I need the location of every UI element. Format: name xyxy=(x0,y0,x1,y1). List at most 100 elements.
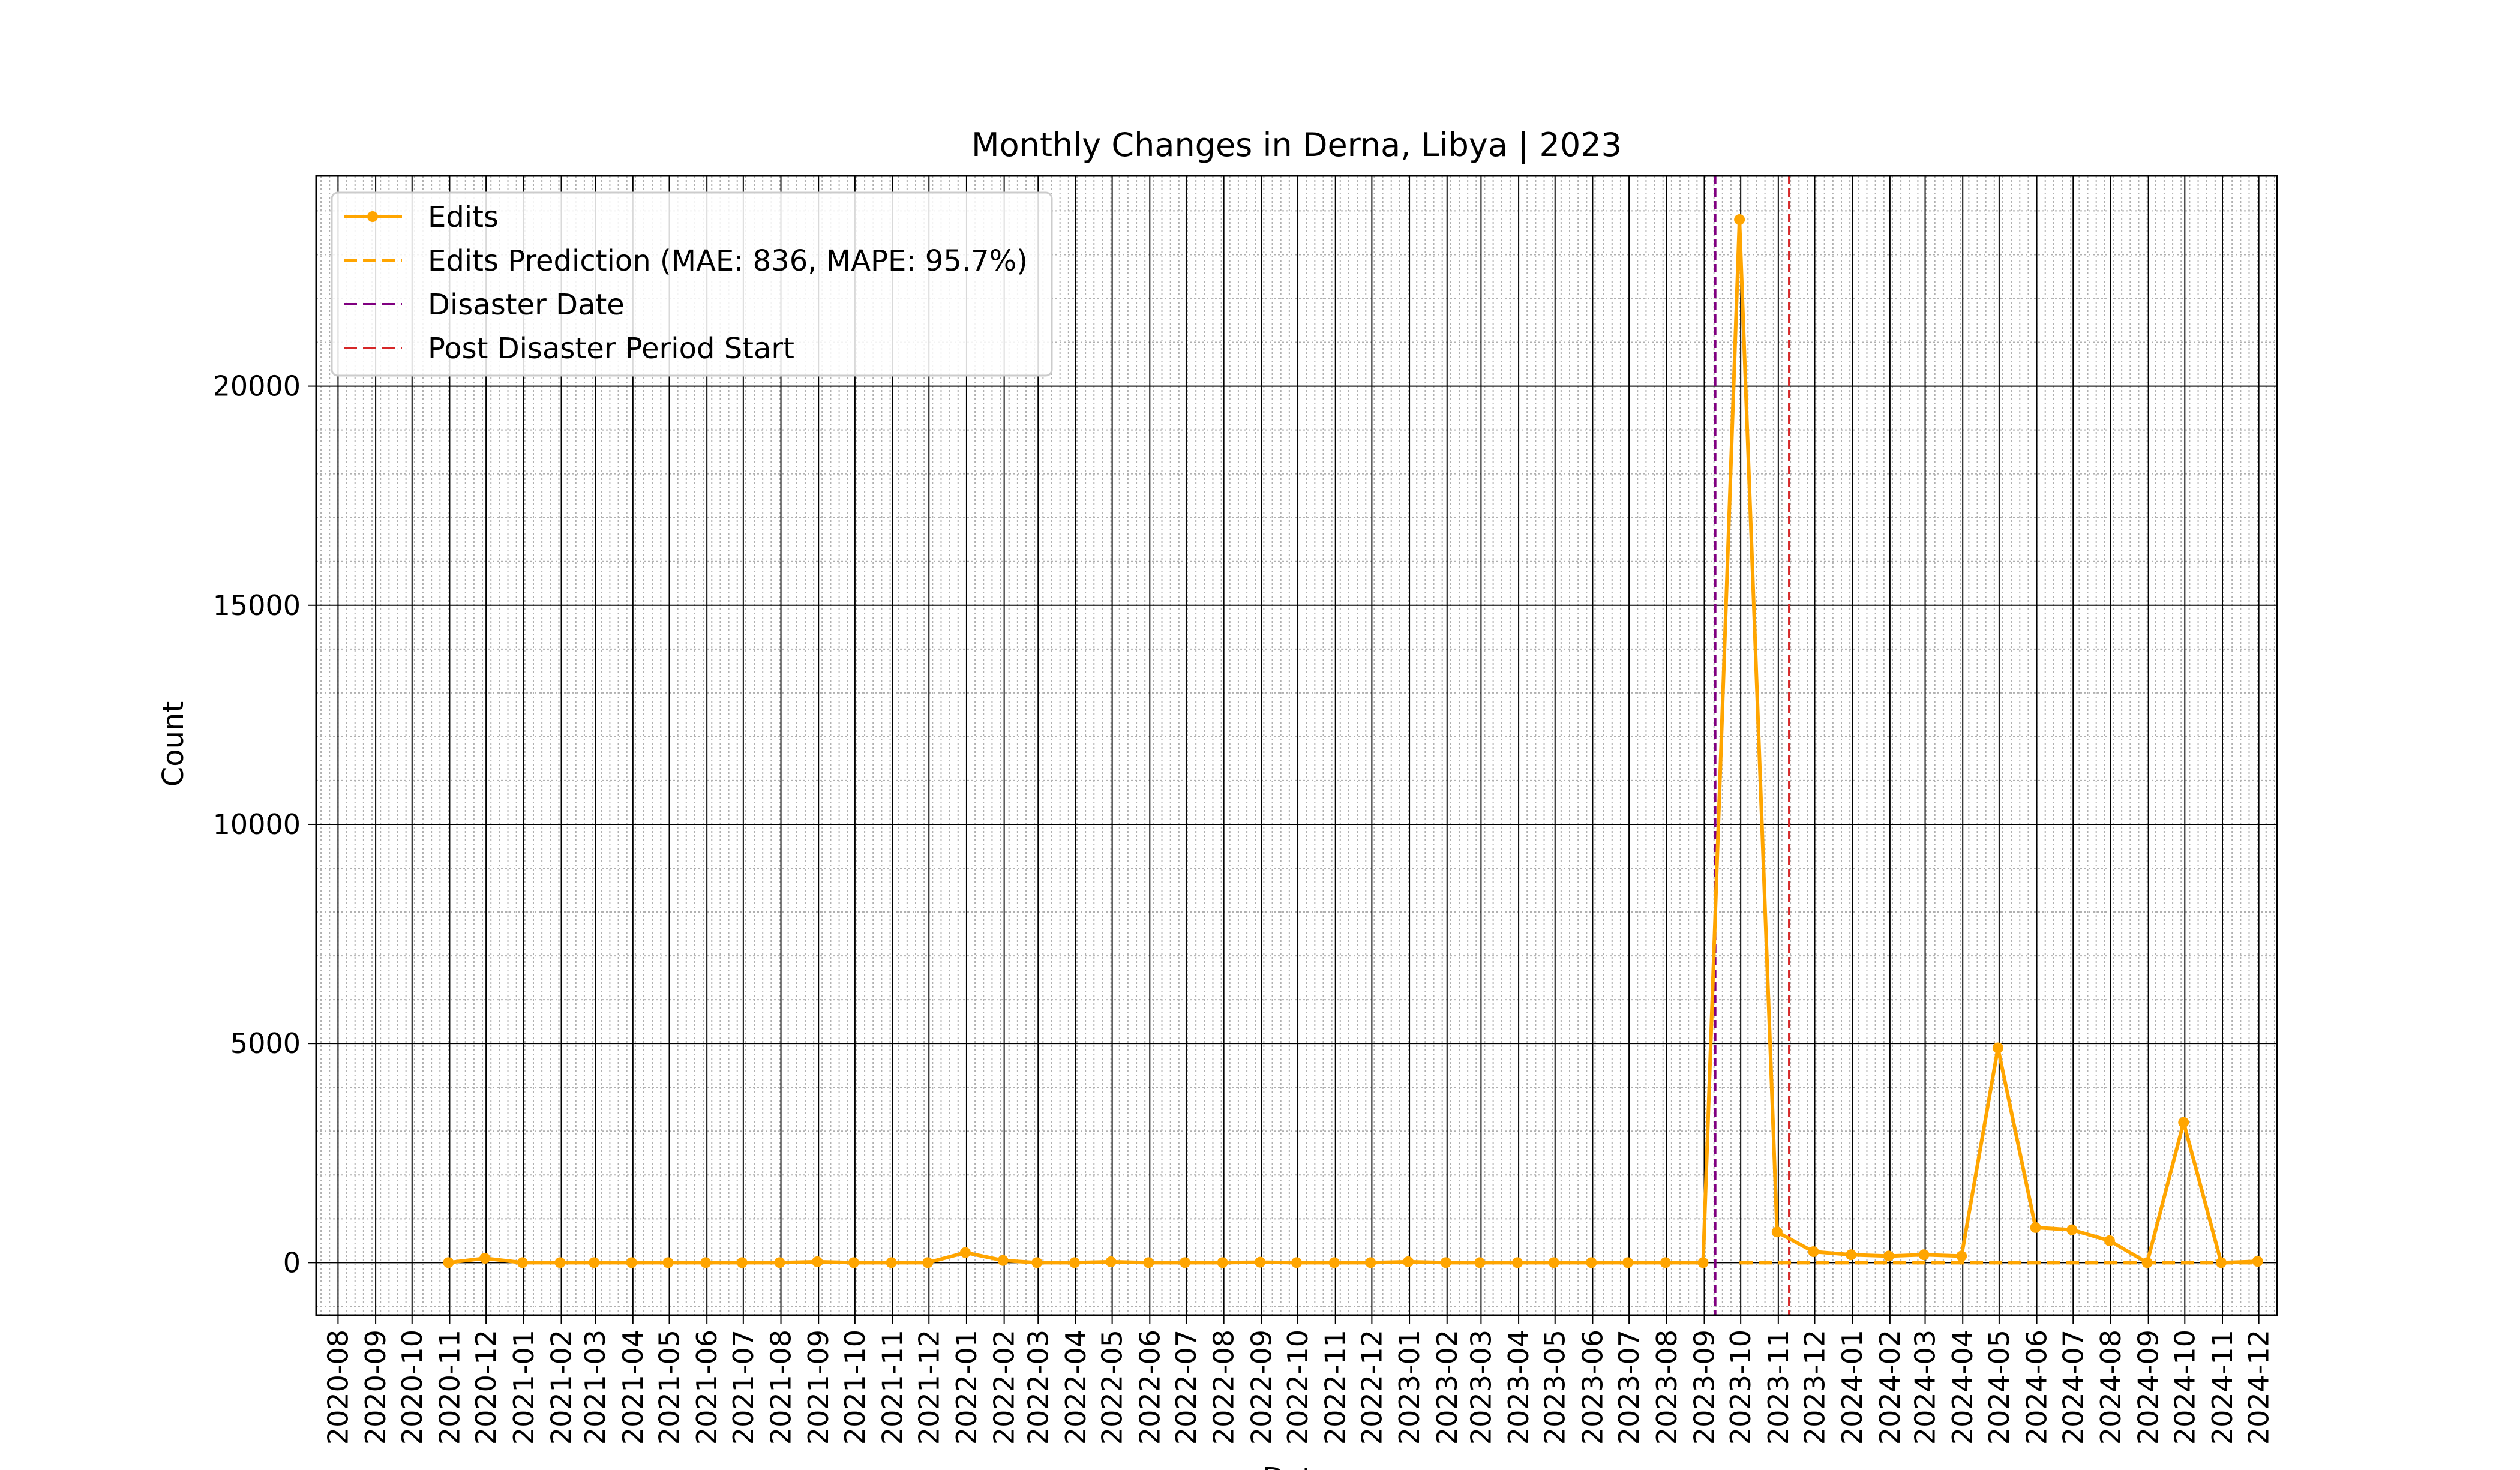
legend-label-0: Edits xyxy=(428,200,499,234)
x-tick-label: 2023-06 xyxy=(1576,1330,1609,1445)
data-point xyxy=(2030,1222,2041,1233)
data-point xyxy=(2178,1117,2189,1128)
data-point xyxy=(922,1257,934,1268)
x-tick-label: 2022-11 xyxy=(1319,1330,1352,1445)
legend-marker-0 xyxy=(367,211,378,222)
data-point xyxy=(1217,1257,1228,1268)
x-axis-label: Date xyxy=(1262,1462,1331,1470)
x-tick-label: 2024-07 xyxy=(2057,1330,2089,1445)
data-point xyxy=(2104,1235,2115,1246)
x-tick-label: 2024-11 xyxy=(2206,1330,2239,1445)
x-tick-label: 2022-10 xyxy=(1282,1330,1314,1445)
x-tick-label: 2021-03 xyxy=(579,1330,611,1445)
x-tick-label: 2023-10 xyxy=(1724,1330,1757,1445)
x-tick-label: 2023-01 xyxy=(1393,1330,1426,1445)
data-point xyxy=(479,1253,491,1264)
x-tick-label: 2022-01 xyxy=(950,1330,983,1445)
y-tick-label: 0 xyxy=(283,1246,301,1279)
x-tick-label: 2022-07 xyxy=(1170,1330,1202,1445)
x-tick-label: 2023-02 xyxy=(1431,1330,1463,1445)
x-tick-label: 2023-08 xyxy=(1651,1330,1683,1445)
data-point xyxy=(1069,1257,1080,1268)
legend-label-2: Disaster Date xyxy=(428,288,625,322)
x-tick-label: 2020-11 xyxy=(433,1330,466,1445)
x-tick-label: 2023-07 xyxy=(1613,1330,1645,1445)
data-point xyxy=(774,1257,785,1268)
legend-label-1: Edits Prediction (MAE: 836, MAPE: 95.7%) xyxy=(428,244,1028,278)
x-tick-label: 2021-07 xyxy=(727,1330,760,1445)
data-point xyxy=(1440,1257,1451,1268)
data-point xyxy=(1143,1257,1154,1268)
data-point xyxy=(812,1256,823,1267)
x-tick-label: 2024-10 xyxy=(2168,1330,2201,1445)
data-point xyxy=(1622,1257,1634,1268)
x-tick-label: 2023-12 xyxy=(1799,1330,1831,1445)
data-point xyxy=(1548,1257,1559,1268)
x-tick-label: 2021-11 xyxy=(877,1330,909,1445)
x-tick-label: 2021-05 xyxy=(653,1330,685,1445)
x-tick-label: 2022-06 xyxy=(1133,1330,1166,1445)
x-tick-label: 2020-10 xyxy=(396,1330,428,1445)
x-tick-label: 2021-06 xyxy=(691,1330,723,1445)
x-tick-label: 2022-04 xyxy=(1060,1330,1092,1445)
data-point xyxy=(1291,1257,1302,1268)
x-tick-label: 2024-09 xyxy=(2132,1330,2165,1445)
y-tick-label: 20000 xyxy=(213,370,301,403)
y-axis-label: Count xyxy=(157,701,190,787)
x-tick-label: 2021-12 xyxy=(913,1330,945,1445)
x-tick-label: 2023-04 xyxy=(1502,1330,1535,1445)
x-tick-label: 2020-09 xyxy=(359,1330,392,1445)
x-tick-label: 2024-08 xyxy=(2095,1330,2127,1445)
data-point xyxy=(1918,1249,1930,1261)
x-tick-label: 2020-08 xyxy=(322,1330,354,1445)
x-tick-label: 2022-08 xyxy=(1208,1330,1240,1445)
x-tick-label: 2021-02 xyxy=(545,1330,578,1445)
data-point xyxy=(1365,1257,1376,1268)
data-point xyxy=(2066,1224,2078,1235)
data-point xyxy=(997,1255,1009,1266)
data-point xyxy=(1771,1226,1783,1238)
data-point xyxy=(1586,1257,1597,1268)
data-point xyxy=(736,1257,748,1268)
data-point xyxy=(589,1257,600,1268)
y-tick-label: 15000 xyxy=(213,589,301,622)
x-tick-label: 2023-09 xyxy=(1688,1330,1720,1445)
data-point xyxy=(443,1257,454,1268)
x-tick-label: 2021-04 xyxy=(617,1330,649,1445)
data-point xyxy=(848,1257,859,1268)
data-point xyxy=(959,1247,971,1258)
x-tick-label: 2024-03 xyxy=(1909,1330,1942,1445)
data-point xyxy=(886,1257,897,1268)
data-point xyxy=(554,1257,566,1268)
axes-frame xyxy=(315,175,2278,1316)
x-tick-label: 2022-09 xyxy=(1245,1330,1277,1445)
data-point xyxy=(1403,1256,1414,1267)
x-tick-label: 2024-01 xyxy=(1836,1330,1868,1445)
x-tick-label: 2023-05 xyxy=(1539,1330,1571,1445)
chart-title: Monthly Changes in Derna, Libya | 2023 xyxy=(971,126,1622,164)
data-point xyxy=(662,1257,674,1268)
plot-area: 2020-08 2020-09 2020-10 2020-11 2020-12 2021-… xyxy=(213,175,2278,1445)
series-line-0 xyxy=(448,218,2258,1265)
data-point xyxy=(1992,1042,2003,1054)
data-point xyxy=(1031,1257,1043,1268)
x-tick-label: 2023-03 xyxy=(1465,1330,1497,1445)
x-tick-label: 2021-08 xyxy=(765,1330,797,1445)
data-point xyxy=(1255,1256,1266,1268)
data-point xyxy=(1734,214,1745,226)
data-point xyxy=(1328,1257,1340,1268)
y-tick-label: 10000 xyxy=(213,808,301,841)
x-tick-label: 2022-03 xyxy=(1022,1330,1054,1445)
data-point xyxy=(1956,1250,1967,1262)
data-point xyxy=(1474,1257,1486,1268)
x-tick-label: 2024-12 xyxy=(2243,1330,2275,1445)
x-tick-label: 2024-04 xyxy=(1946,1330,1979,1445)
x-tick-label: 2024-06 xyxy=(2021,1330,2053,1445)
x-tick-label: 2020-12 xyxy=(470,1330,502,1445)
x-tick-label: 2021-01 xyxy=(508,1330,540,1445)
data-point xyxy=(626,1257,637,1268)
x-tick-label: 2024-02 xyxy=(1874,1330,1906,1445)
legend: Edits Edits Prediction (MAE: 836, MAPE: 9… xyxy=(331,191,1053,377)
data-point xyxy=(1697,1257,1709,1268)
